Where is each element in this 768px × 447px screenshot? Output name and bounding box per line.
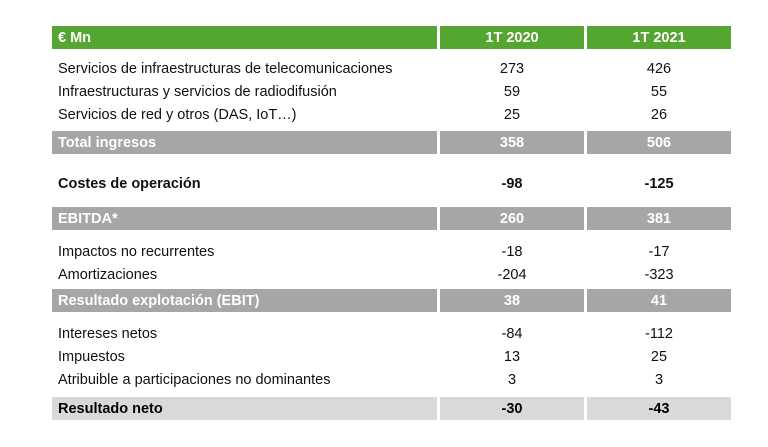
row-value-2021: 506 — [587, 131, 731, 154]
row-value-2021: -112 — [645, 325, 673, 342]
row-value-2020: 13 — [503, 348, 521, 365]
row-value-2020: 273 — [499, 60, 525, 77]
table-header: € Mn 1T 2020 1T 2021 — [52, 26, 732, 49]
row-value-2020: -84 — [501, 325, 523, 342]
row-value-2021: 381 — [587, 207, 731, 230]
table-row: Servicios de red y otros (DAS, IoT…) 25 … — [52, 103, 732, 126]
row-value-2020: 260 — [440, 207, 584, 230]
table-row: Atribuible a participaciones no dominant… — [52, 368, 732, 391]
row-label: Resultado neto — [52, 397, 437, 420]
row-value-2021: -125 — [644, 175, 674, 192]
row-value-2021: -17 — [648, 243, 670, 260]
table-row: Impuestos 13 25 — [52, 345, 732, 368]
header-col-2021: 1T 2021 — [587, 26, 731, 49]
table-row: Total ingresos 358 506 — [52, 131, 732, 154]
row-label: Impactos no recurrentes — [58, 243, 215, 260]
row-value-2020: 59 — [503, 83, 521, 100]
row-value-2020: 38 — [440, 289, 584, 312]
row-label: Infraestructuras y servicios de radiodif… — [58, 83, 337, 100]
row-label: Costes de operación — [58, 175, 201, 192]
row-label: Total ingresos — [52, 131, 437, 154]
row-value-2020: 25 — [503, 106, 521, 123]
table-row: Resultado neto -30 -43 — [52, 397, 732, 420]
row-label: Servicios de red y otros (DAS, IoT…) — [58, 106, 297, 123]
row-value-2021: -43 — [587, 397, 731, 420]
row-label: Intereses netos — [58, 325, 158, 342]
row-label: EBITDA* — [52, 207, 437, 230]
table-row: Impactos no recurrentes -18 -17 — [52, 240, 732, 263]
row-label: Resultado explotación (EBIT) — [52, 289, 437, 312]
row-value-2021: 426 — [646, 60, 672, 77]
table-row: Infraestructuras y servicios de radiodif… — [52, 80, 732, 103]
row-value-2020: -204 — [497, 266, 527, 283]
row-label: Amortizaciones — [58, 266, 158, 283]
table-row: Servicios de infraestructuras de telecom… — [52, 57, 732, 80]
header-label: € Mn — [52, 26, 437, 49]
table-row: Resultado explotación (EBIT) 38 41 — [52, 289, 732, 312]
row-value-2021: 41 — [587, 289, 731, 312]
row-value-2021: 26 — [650, 106, 668, 123]
row-value-2020: -30 — [440, 397, 584, 420]
row-label: Atribuible a participaciones no dominant… — [58, 371, 331, 388]
row-value-2021: -323 — [644, 266, 674, 283]
table-row: Intereses netos -84 -112 — [52, 322, 732, 345]
row-value-2020: 358 — [440, 131, 584, 154]
row-label: Servicios de infraestructuras de telecom… — [58, 60, 393, 77]
row-value-2021: 55 — [650, 83, 668, 100]
table-row: Costes de operación -98 -125 — [52, 172, 732, 195]
table-row: EBITDA* 260 381 — [52, 207, 732, 230]
row-value-2020: -18 — [501, 243, 523, 260]
row-value-2021: 3 — [654, 371, 664, 388]
row-value-2020: 3 — [507, 371, 517, 388]
header-col-2020: 1T 2020 — [440, 26, 584, 49]
row-value-2021: 25 — [650, 348, 668, 365]
row-value-2020: -98 — [501, 175, 523, 192]
row-label: Impuestos — [58, 348, 125, 365]
table-row: Amortizaciones -204 -323 — [52, 263, 732, 286]
